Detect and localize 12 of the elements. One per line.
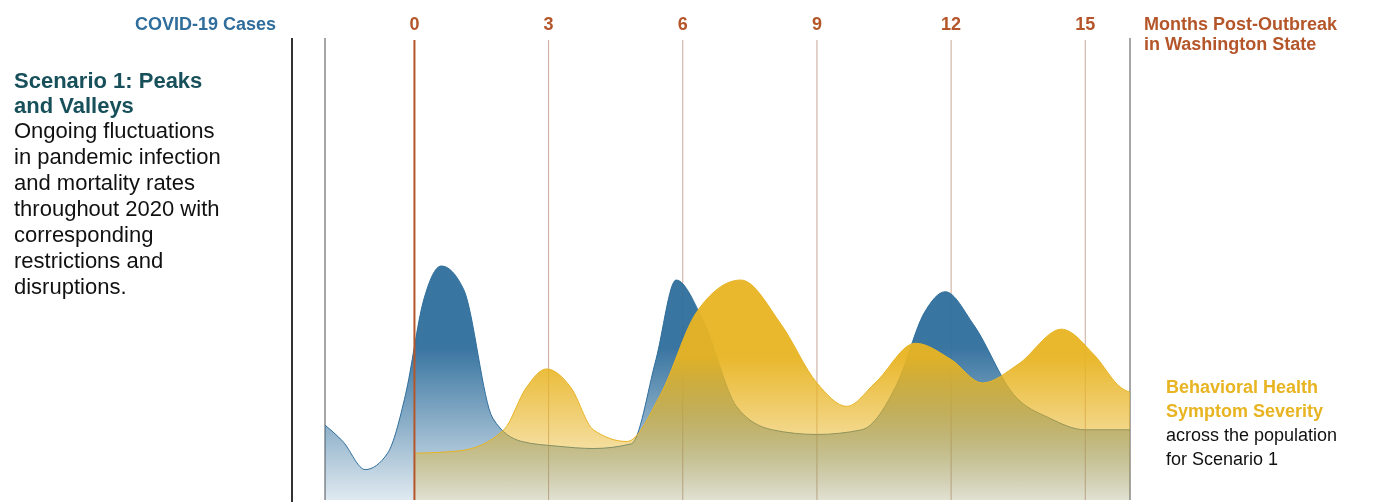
- x-tick-label: 12: [941, 14, 962, 34]
- text: Ongoing fluctuations in pandemic infection and mortality rates throughout 2020 with corresponding restrictions and disruptions.: [14, 118, 221, 299]
- x-axis-title: Months Post-Outbreak in Washington State: [1144, 14, 1338, 54]
- x-tick-label: 6: [677, 14, 688, 34]
- text: COVID-19 Cases: [134, 14, 276, 34]
- x-tick-label: 0: [409, 14, 420, 34]
- series-label: Behavioral Health Symptom Severity: [1166, 377, 1324, 421]
- x-tick-label: 3: [543, 14, 554, 34]
- x-tick-label: 15: [1075, 14, 1096, 34]
- text: across the population for Scenario 1: [1166, 425, 1338, 469]
- text: Scenario 1: Peaks and Valleys: [14, 68, 203, 118]
- x-tick-label: 9: [811, 14, 822, 34]
